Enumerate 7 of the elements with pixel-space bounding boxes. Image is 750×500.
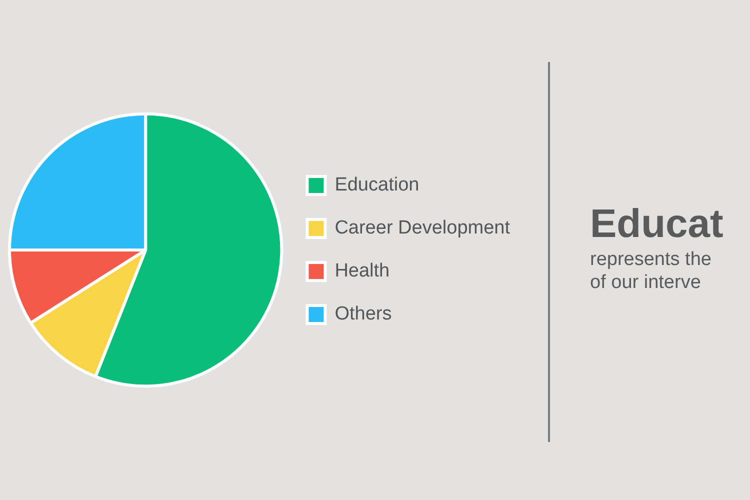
legend-label: Health (334, 260, 390, 282)
text: Educat (590, 201, 724, 248)
legend-label: Education (334, 174, 420, 196)
legend-label: Career Development (334, 218, 511, 239)
legend-label: Others (334, 304, 392, 325)
text: of our interve (590, 271, 702, 294)
text: represents the (590, 248, 712, 271)
